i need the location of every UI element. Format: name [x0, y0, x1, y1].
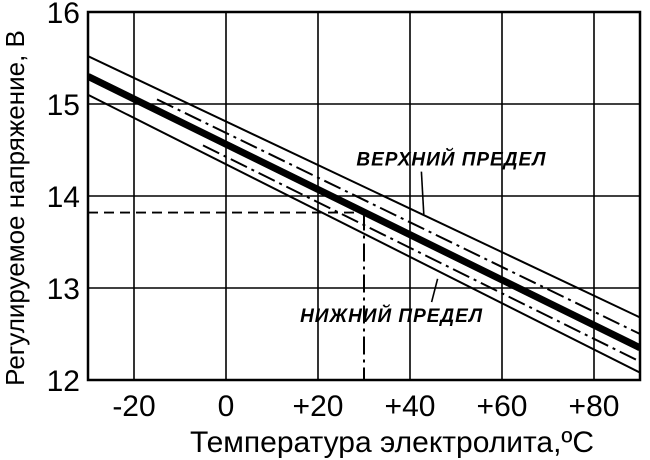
y-tick-label: 16: [47, 0, 80, 30]
annotations: ВЕРХНИЙ ПРЕДЕЛ НИЖНИЙ ПРЕДЕЛ: [300, 149, 546, 327]
y-axis-label: Регулируемое напряжение, В: [0, 30, 30, 386]
series-line-thin-solid: [88, 93, 640, 374]
annotation-pointers: [420, 171, 439, 303]
y-tick-label: 15: [47, 89, 80, 122]
series-line-dash-dot: [156, 98, 640, 335]
y-tick-label: 14: [47, 181, 80, 214]
annotation-pointer: [430, 278, 439, 303]
annotation-label: ВЕРХНИЙ ПРЕДЕЛ: [356, 149, 546, 171]
x-tick-label: +20: [293, 390, 344, 423]
x-tick-label: +80: [569, 390, 620, 423]
x-tick-label: +40: [385, 390, 436, 423]
reference-lines: [88, 211, 365, 380]
x-axis-label: Температура электролита,ºC: [190, 426, 594, 459]
tick-labels: -20 0 +20 +40 +60 +80 12 13 14 15 16: [47, 0, 620, 423]
plot-frame: [86, 10, 642, 382]
series-lines: [88, 55, 640, 374]
series-line-dash-dot: [202, 144, 640, 363]
annotation-label: НИЖНИЙ ПРЕДЕЛ: [300, 305, 483, 327]
y-tick-label: 12: [47, 365, 80, 398]
x-tick-label: -20: [112, 390, 155, 423]
x-tick-label: +60: [477, 390, 528, 423]
y-tick-label: 13: [47, 273, 80, 306]
x-tick-label: 0: [218, 390, 235, 423]
series-line-thin-solid: [88, 55, 640, 319]
annotation-pointer: [420, 171, 425, 215]
series-line-thick-solid: [88, 73, 640, 351]
